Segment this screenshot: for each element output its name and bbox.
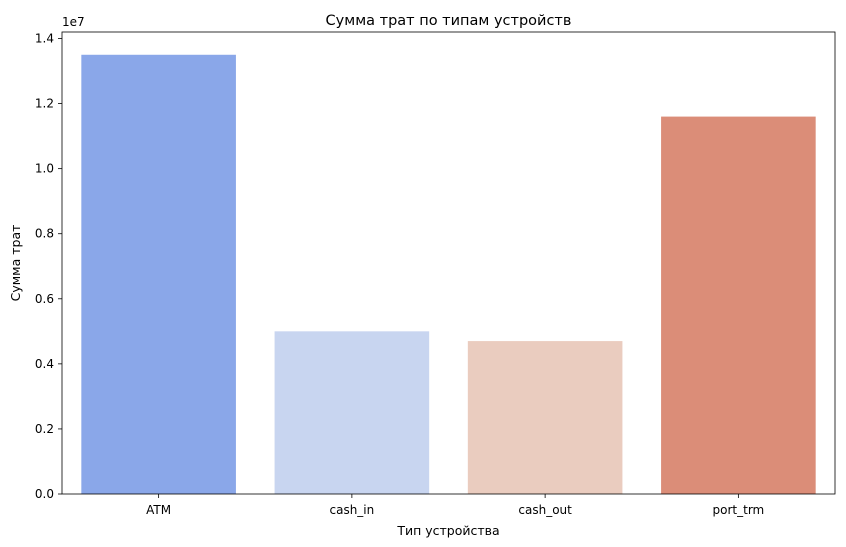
x-axis-ticks: ATM cash_in cash_out port_trm (146, 494, 764, 517)
y-tick-label: 1.2 (35, 97, 54, 111)
y-tick-label: 0.6 (35, 292, 54, 306)
y-tick-label: 0.4 (35, 357, 54, 371)
x-tick-label: cash_out (518, 503, 572, 517)
bar-cash-out (467, 341, 623, 494)
y-tick-label: 0.8 (35, 227, 54, 241)
bars-group (81, 54, 816, 494)
y-tick-label: 1.0 (35, 162, 54, 176)
chart-title: Сумма трат по типам устройств (326, 13, 572, 29)
y-axis-ticks: 0.0 0.2 0.4 0.6 0.8 1.0 1.2 1.4 (35, 32, 62, 501)
bar-cash-in (274, 331, 430, 494)
bar-port-trm (661, 116, 816, 494)
x-tick-label: ATM (146, 503, 171, 517)
bar-atm (81, 54, 236, 494)
x-tick-label: port_trm (713, 503, 765, 517)
plot-frame (61, 31, 836, 495)
y-tick-label: 1.4 (35, 32, 54, 46)
y-axis-label: Сумма трат (8, 225, 23, 302)
x-tick-label: cash_in (330, 503, 375, 517)
x-axis-label: Тип устройства (396, 523, 499, 538)
y-tick-label: 0.2 (35, 422, 54, 436)
y-tick-label: 0.0 (35, 487, 54, 501)
y-offset-label: 1e7 (62, 15, 85, 29)
